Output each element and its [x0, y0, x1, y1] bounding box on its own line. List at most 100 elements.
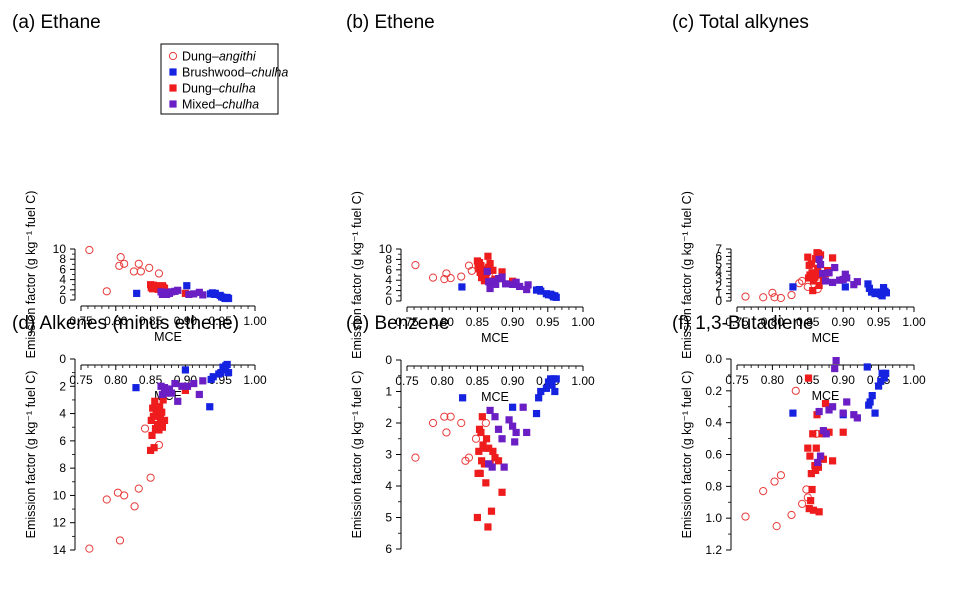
point-mixed-chulha [516, 282, 524, 291]
x-axis-label: MCE [481, 390, 509, 404]
point-dung-chulha [476, 469, 484, 477]
y-tick-label: 8 [59, 461, 66, 475]
y-tick-label: 4 [385, 479, 392, 493]
point-dung-chulha [816, 251, 825, 259]
point-mixed-chulha [492, 280, 500, 288]
point-dung-chulha [151, 397, 159, 405]
y-tick-label: 0 [715, 294, 722, 308]
point-dung-chulha [160, 416, 169, 424]
x-tick-label: 0.75 [725, 373, 749, 387]
point-brushwood-chulha [181, 366, 189, 374]
point-mixed-chulha [183, 382, 192, 390]
point-mixed-chulha [171, 379, 179, 388]
point-dung-chulha [485, 263, 493, 271]
legend-label-dung_chulha: Dung–chulha [182, 82, 256, 96]
y-tick-label: 4 [385, 273, 392, 287]
point-mixed-chulha [190, 290, 198, 298]
y-tick-label: 10 [53, 242, 67, 256]
point-dung-chulha [477, 262, 485, 270]
y-axis-label: Emission factor (g kg⁻¹ fuel C) [350, 191, 364, 359]
chart-panel: (f) 1,3-Butadiene0.750.800.850.900.951.0… [672, 313, 926, 557]
point-dung-chulha [498, 488, 506, 496]
legend-box [160, 43, 279, 115]
point-dung-angithi [134, 259, 143, 268]
x-tick-label: 0.85 [466, 315, 490, 329]
y-tick-label: 1.0 [705, 511, 722, 525]
point-dung-chulha [480, 460, 489, 468]
y-tick-label: 0.8 [705, 479, 722, 493]
point-dung-chulha [809, 287, 817, 295]
point-mixed-chulha [523, 285, 531, 294]
point-dung-angithi [481, 418, 490, 428]
y-axis-label: Emission factor (g kg⁻¹ fuel C) [680, 371, 694, 539]
x-tick-label: 0.75 [725, 315, 749, 329]
x-tick-label: 0.75 [395, 374, 419, 388]
point-dung-chulha [815, 281, 823, 289]
y-tick-label: 8 [59, 252, 66, 266]
legend-label-prefix: Dung– [182, 50, 219, 64]
point-dung-chulha [158, 408, 166, 416]
x-tick-label: 0.95 [536, 315, 560, 329]
point-brushwood-chulha [551, 387, 559, 396]
y-tick-label: 0 [59, 293, 66, 307]
point-dung-angithi [787, 510, 796, 520]
point-brushwood-chulha [865, 284, 873, 292]
point-dung-chulha [804, 374, 813, 382]
x-axis-label: MCE [154, 330, 182, 344]
x-tick-label: 0.95 [209, 314, 233, 328]
point-brushwood-chulha [882, 369, 890, 377]
point-dung-chulha [156, 414, 164, 422]
point-mixed-chulha [199, 291, 207, 299]
x-tick-label: 0.90 [832, 373, 856, 387]
y-axis-label: Emission factor (g kg⁻¹ fuel C) [24, 371, 38, 539]
point-brushwood-chulha [183, 282, 191, 290]
point-mixed-chulha [832, 356, 840, 365]
point-dung-chulha [806, 452, 814, 460]
point-mixed-chulha [524, 281, 532, 289]
point-brushwood-chulha [548, 381, 556, 389]
point-dung-angithi [759, 487, 768, 496]
x-tick-label: 0.95 [867, 315, 891, 329]
point-mixed-chulha [486, 406, 494, 414]
point-dung-angithi [464, 453, 474, 462]
point-mixed-chulha [853, 278, 861, 286]
point-brushwood-chulha [789, 283, 797, 291]
point-dung-angithi [770, 477, 779, 486]
y-tick-label: 5 [385, 511, 392, 525]
point-dung-angithi [145, 263, 154, 272]
x-tick-label: 0.85 [139, 373, 163, 387]
point-brushwood-chulha [841, 283, 849, 291]
chart-panel: (c) Total alkynes 0.75 0.80 0.85 0.90 0.95 1.0… [672, 12, 926, 359]
point-mixed-chulha [500, 463, 508, 471]
chart-panel: (a) Ethane 0.75 0.80 0.85 0.90 0.95 1.00 024681… [12, 12, 267, 358]
point-mixed-chulha [483, 267, 491, 275]
point-mixed-chulha [165, 385, 173, 393]
legend-label-suffix: angithi [219, 50, 257, 64]
point-dung-chulha [484, 523, 492, 531]
point-dung-chulha [485, 444, 493, 452]
point-brushwood-chulha [223, 360, 231, 369]
point-mixed-chulha [819, 269, 827, 278]
point-dung-chulha [807, 470, 815, 478]
point-mixed-chulha [828, 403, 837, 411]
point-dung-chulha [181, 386, 189, 394]
point-dung-chulha [498, 268, 506, 276]
y-tick-label: 0.0 [705, 352, 722, 366]
y-tick-label: 10 [53, 488, 67, 502]
point-mixed-chulha [853, 414, 861, 422]
point-dung-chulha [486, 259, 494, 268]
point-dung-chulha [158, 423, 167, 431]
point-dung-chulha [839, 428, 847, 436]
y-tick-label: 6 [385, 542, 392, 556]
point-dung-angithi [411, 261, 420, 270]
chart-title: (a) Ethane [12, 12, 101, 33]
point-brushwood-chulha [224, 369, 233, 377]
point-dung-angithi [741, 292, 750, 301]
point-dung-chulha [484, 252, 492, 260]
point-dung-angithi [440, 412, 449, 421]
point-dung-chulha [808, 485, 816, 494]
point-mixed-chulha [195, 390, 203, 399]
point-dung-angithi [457, 272, 466, 281]
point-mixed-chulha [821, 277, 830, 285]
